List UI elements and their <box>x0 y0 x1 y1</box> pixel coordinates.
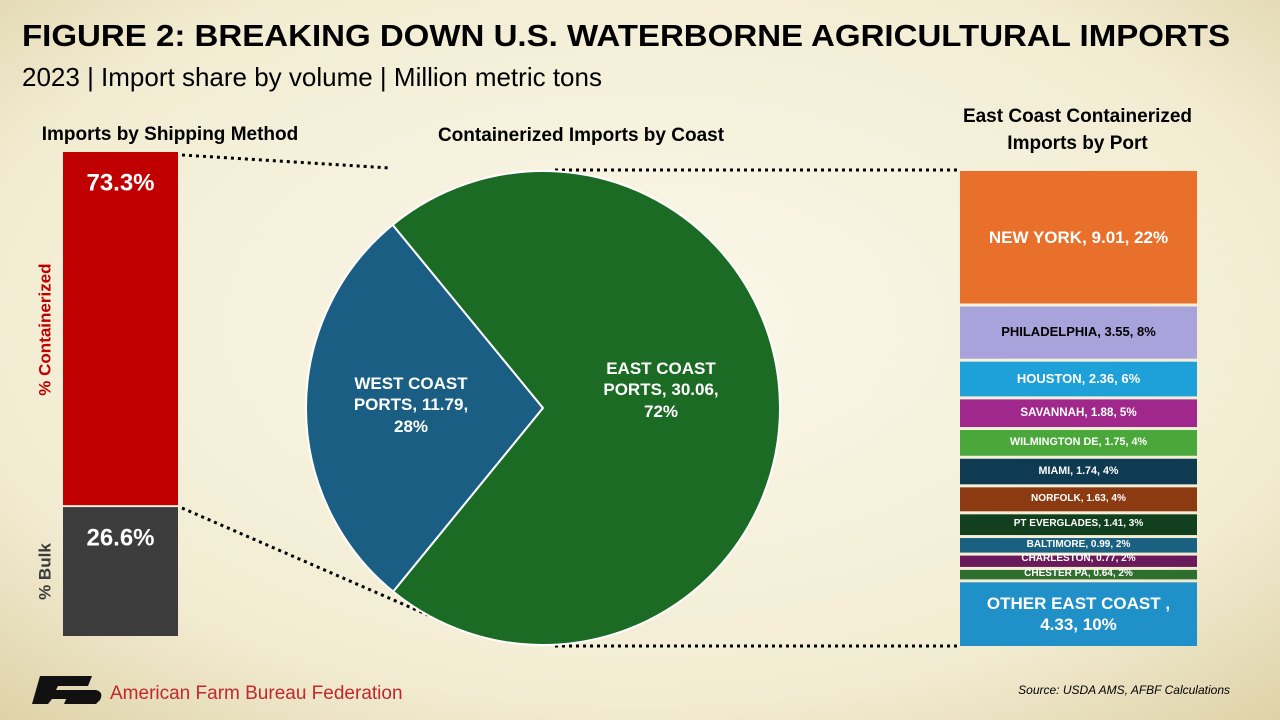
value-label: NORFOLK, 1.63, 4% <box>1031 493 1126 505</box>
value-label: MIAMI, 1.74, 4% <box>1038 464 1119 477</box>
value-label-box: BALTIMORE, 0.99, 2% <box>1026 539 1131 551</box>
bar-segment <box>960 430 1197 456</box>
legend-label: % Containerized <box>35 263 54 395</box>
chart-title: Imports by Shipping Method <box>42 124 298 145</box>
logo-icon <box>64 690 102 704</box>
value-label: PT EVERGLADES, 1.41, 3% <box>1013 518 1144 530</box>
value-label: OTHER EAST COAST , 4.33, 10% <box>986 593 1171 635</box>
bar-segment <box>960 306 1197 359</box>
value-label-box: MIAMI, 1.74, 4% <box>1038 464 1119 477</box>
value-label-box: PHILADELPHIA, 3.55, 8% <box>1001 324 1156 340</box>
value-label: HOUSTON, 2.36, 6% <box>1016 370 1141 386</box>
bar-segment <box>960 361 1197 397</box>
logo-icon <box>32 676 92 704</box>
bar-segment <box>960 458 1197 485</box>
value-label-box: WILMINGTON DE, 1.75, 4% <box>1009 436 1148 449</box>
bar-segment <box>960 399 1197 428</box>
source: Source: USDA AMS, AFBF Calculations <box>1018 683 1230 697</box>
bar-segment <box>960 514 1197 536</box>
value-label: BALTIMORE, 0.99, 2% <box>1026 539 1131 551</box>
value-label: CHESTER PA, 0.64, 2% <box>1024 567 1133 579</box>
connectors <box>181 153 958 648</box>
bar-segment <box>960 582 1197 646</box>
value-label-box: OTHER EAST COAST , 4.33, 10% <box>986 593 1171 635</box>
pie-slice <box>391 170 781 646</box>
bar-segment <box>960 538 1197 553</box>
bar-segment <box>63 152 178 506</box>
bar-segment <box>63 507 178 636</box>
chart-title: East Coast Containerized Imports by Port <box>962 106 1193 154</box>
bar-segment <box>960 171 1197 304</box>
legend-label: % Bulk <box>35 543 54 600</box>
subtitle: 2023 | Import share by volume | Million … <box>22 62 602 92</box>
value-label: CHARLESTON, 0.77, 2% <box>1021 553 1136 565</box>
value-label: WEST COAST PORTS, 11.79, 28% <box>353 374 469 436</box>
bar-segment <box>960 487 1197 512</box>
value-label: WILMINGTON DE, 1.75, 4% <box>1009 436 1148 449</box>
brand: American Farm Bureau Federation <box>110 683 403 704</box>
value-label-box: CHARLESTON, 0.77, 2% <box>1021 553 1136 565</box>
value-label: 73.3% <box>86 169 154 196</box>
value-label-box: HOUSTON, 2.36, 6% <box>1016 370 1141 386</box>
connector <box>181 506 429 617</box>
chart-title: Containerized Imports by Coast <box>438 125 725 146</box>
value-label-box: NORFOLK, 1.63, 4% <box>1031 493 1126 505</box>
bar-segment <box>960 569 1197 580</box>
value-label: PHILADELPHIA, 3.55, 8% <box>1001 324 1156 340</box>
value-label-box: SAVANNAH, 1.88, 5% <box>1020 405 1137 419</box>
value-label-box: PT EVERGLADES, 1.41, 3% <box>1013 518 1144 530</box>
value-label: NEW YORK, 9.01, 22% <box>988 227 1169 247</box>
title: FIGURE 2: BREAKING DOWN U.S. WATERBORNE … <box>22 18 1230 53</box>
chart-title-box: East Coast Containerized Imports by Port <box>962 106 1193 154</box>
value-label: 26.6% <box>86 524 154 551</box>
bar-segment <box>960 555 1197 567</box>
pie-slice <box>305 223 545 594</box>
value-label-box: EAST COAST PORTS, 30.06, 72% <box>603 359 719 421</box>
value-label-box: CHESTER PA, 0.64, 2% <box>1024 567 1133 579</box>
value-label-box: WEST COAST PORTS, 11.79, 28% <box>353 374 469 436</box>
value-label-box: NEW YORK, 9.01, 22% <box>988 227 1169 247</box>
value-label: SAVANNAH, 1.88, 5% <box>1020 405 1137 419</box>
logo <box>32 676 102 704</box>
value-label: EAST COAST PORTS, 30.06, 72% <box>603 359 719 421</box>
